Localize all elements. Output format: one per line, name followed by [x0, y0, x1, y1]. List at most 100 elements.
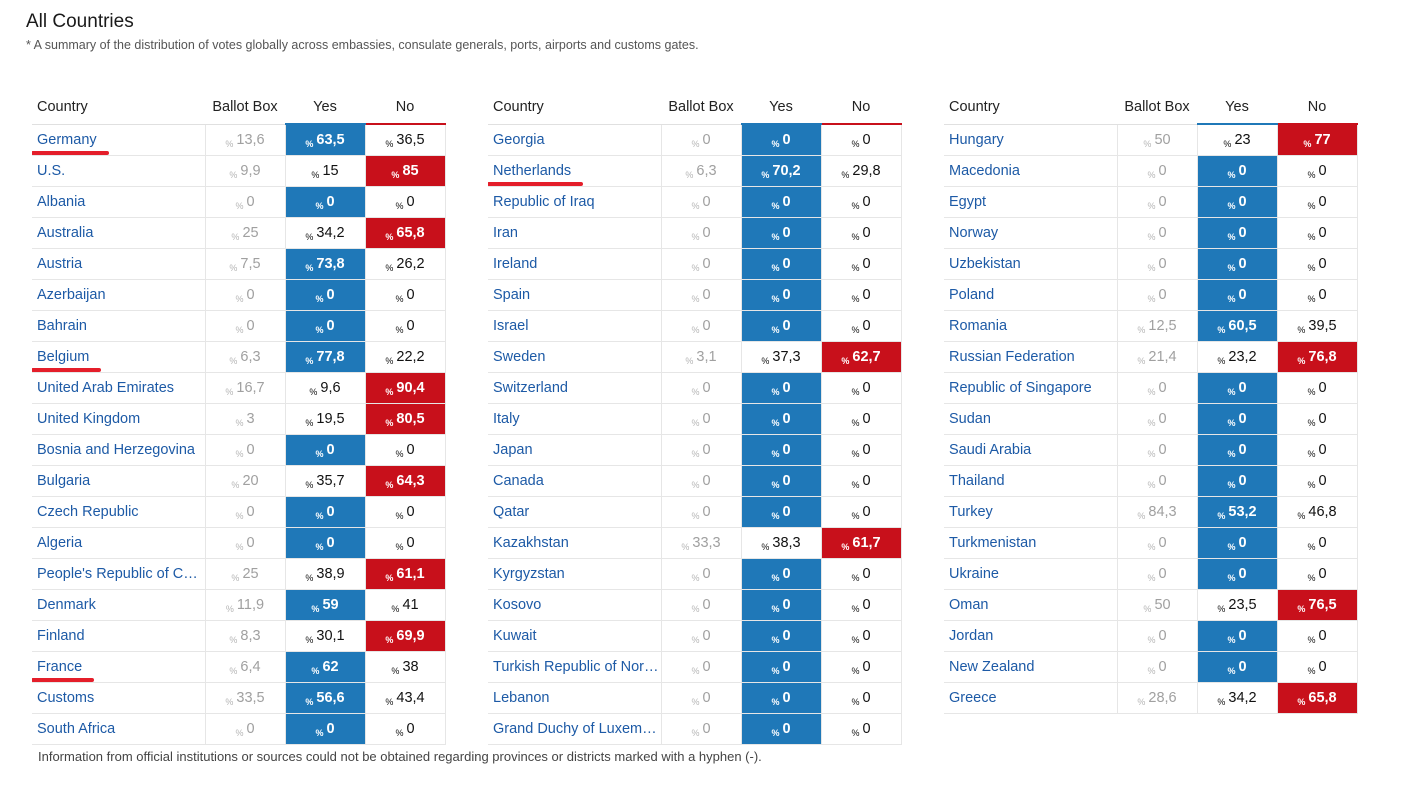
- country-link[interactable]: Kosovo: [488, 589, 662, 621]
- country-link[interactable]: Lebanon: [488, 682, 662, 714]
- country-link[interactable]: People's Republic of C…: [32, 558, 206, 590]
- country-link[interactable]: Kazakhstan: [488, 527, 662, 559]
- country-link[interactable]: Iran: [488, 217, 662, 249]
- country-link[interactable]: New Zealand: [944, 651, 1118, 683]
- country-link[interactable]: Grand Duchy of Luxem…: [488, 713, 662, 745]
- country-link[interactable]: Macedonia: [944, 155, 1118, 187]
- ballot-box-value-cell: % 8,3: [205, 620, 286, 652]
- column-header-yes[interactable]: Yes: [741, 91, 821, 125]
- country-link[interactable]: Ireland: [488, 248, 662, 280]
- country-link[interactable]: Netherlands: [488, 155, 662, 187]
- column-header-country[interactable]: Country: [944, 91, 1117, 125]
- percent-sign: %: [771, 573, 780, 583]
- ballot-box-value-cell: % 0: [1117, 465, 1198, 497]
- country-name: Switzerland: [493, 380, 568, 396]
- country-link[interactable]: Switzerland: [488, 372, 662, 404]
- country-link[interactable]: Qatar: [488, 496, 662, 528]
- country-link[interactable]: Sudan: [944, 403, 1118, 435]
- table-row: Germany% 13,6% 63,5% 36,5: [32, 124, 446, 156]
- country-link[interactable]: Russian Federation: [944, 341, 1118, 373]
- country-link[interactable]: Poland: [944, 279, 1118, 311]
- country-link[interactable]: Hungary: [944, 124, 1118, 156]
- country-link[interactable]: Oman: [944, 589, 1118, 621]
- country-link[interactable]: Uzbekistan: [944, 248, 1118, 280]
- country-link[interactable]: Jordan: [944, 620, 1118, 652]
- percent-sign: %: [1147, 573, 1156, 583]
- country-link[interactable]: Canada: [488, 465, 662, 497]
- country-link[interactable]: Japan: [488, 434, 662, 466]
- country-link[interactable]: Bosnia and Herzegovina: [32, 434, 206, 466]
- country-link[interactable]: United Kingdom: [32, 403, 206, 435]
- country-link[interactable]: Albania: [32, 186, 206, 218]
- percent-sign: %: [851, 728, 860, 738]
- percent-sign: %: [841, 356, 850, 366]
- country-link[interactable]: Italy: [488, 403, 662, 435]
- column-header-ballot-box[interactable]: Ballot Box: [205, 91, 285, 125]
- ballot-box-value-cell: % 0: [1117, 217, 1198, 249]
- percent-sign: %: [771, 511, 780, 521]
- country-link[interactable]: Greece: [944, 682, 1118, 714]
- table-row: Finland% 8,3% 30,1% 69,9: [32, 620, 446, 652]
- yes-value-cell: % 0: [285, 527, 366, 559]
- country-link[interactable]: United Arab Emirates: [32, 372, 206, 404]
- ballot-box-value-cell: % 0: [1117, 620, 1198, 652]
- percent-sign: %: [691, 573, 700, 583]
- country-link[interactable]: France: [32, 651, 206, 683]
- column-header-country[interactable]: Country: [32, 91, 205, 125]
- no-value-cell: % 0: [1277, 465, 1358, 497]
- country-link[interactable]: Thailand: [944, 465, 1118, 497]
- percent-sign: %: [1307, 232, 1316, 242]
- column-header-yes[interactable]: Yes: [1197, 91, 1277, 125]
- column-header-country[interactable]: Country: [488, 91, 661, 125]
- country-link[interactable]: Israel: [488, 310, 662, 342]
- column-header-ballot-box[interactable]: Ballot Box: [661, 91, 741, 125]
- ballot-box-value: 0: [246, 287, 255, 303]
- column-header-yes[interactable]: Yes: [285, 91, 365, 125]
- yes-value-cell: % 0: [1197, 434, 1278, 466]
- column-header-no[interactable]: No: [821, 91, 901, 125]
- country-link[interactable]: Bahrain: [32, 310, 206, 342]
- country-link[interactable]: Czech Republic: [32, 496, 206, 528]
- ballot-box-value: 0: [246, 194, 255, 210]
- country-link[interactable]: Azerbaijan: [32, 279, 206, 311]
- column-header-ballot-box[interactable]: Ballot Box: [1117, 91, 1197, 125]
- country-link[interactable]: Republic of Iraq: [488, 186, 662, 218]
- country-link[interactable]: Kuwait: [488, 620, 662, 652]
- country-link[interactable]: Egypt: [944, 186, 1118, 218]
- percent-sign: %: [305, 139, 314, 149]
- country-link[interactable]: Customs: [32, 682, 206, 714]
- column-header-no[interactable]: No: [1277, 91, 1357, 125]
- country-link[interactable]: Turkish Republic of Nor…: [488, 651, 662, 683]
- country-link[interactable]: Norway: [944, 217, 1118, 249]
- column-header-no[interactable]: No: [365, 91, 445, 125]
- percent-sign: %: [1147, 232, 1156, 242]
- country-link[interactable]: Republic of Singapore: [944, 372, 1118, 404]
- yes-value-cell: % 0: [741, 310, 822, 342]
- country-link[interactable]: Bulgaria: [32, 465, 206, 497]
- yes-value-cell: % 0: [741, 186, 822, 218]
- yes-value-cell: % 0: [741, 682, 822, 714]
- country-link[interactable]: U.S.: [32, 155, 206, 187]
- country-link[interactable]: Sweden: [488, 341, 662, 373]
- country-link[interactable]: Austria: [32, 248, 206, 280]
- country-link[interactable]: Ukraine: [944, 558, 1118, 590]
- country-link[interactable]: South Africa: [32, 713, 206, 745]
- country-link[interactable]: Denmark: [32, 589, 206, 621]
- country-link[interactable]: Saudi Arabia: [944, 434, 1118, 466]
- ballot-box-value: 9,9: [240, 163, 261, 179]
- country-link[interactable]: Belgium: [32, 341, 206, 373]
- country-name: Bulgaria: [37, 473, 91, 489]
- country-link[interactable]: Australia: [32, 217, 206, 249]
- country-link[interactable]: Spain: [488, 279, 662, 311]
- yes-value: 0: [782, 690, 791, 706]
- country-link[interactable]: Finland: [32, 620, 206, 652]
- country-link[interactable]: Kyrgyzstan: [488, 558, 662, 590]
- country-link[interactable]: Algeria: [32, 527, 206, 559]
- country-link[interactable]: Turkmenistan: [944, 527, 1118, 559]
- country-link[interactable]: Romania: [944, 310, 1118, 342]
- country-link[interactable]: Georgia: [488, 124, 662, 156]
- country-name: United Arab Emirates: [37, 380, 175, 396]
- country-link[interactable]: Germany: [32, 124, 206, 156]
- country-link[interactable]: Turkey: [944, 496, 1118, 528]
- country-name: Republic of Iraq: [493, 194, 595, 210]
